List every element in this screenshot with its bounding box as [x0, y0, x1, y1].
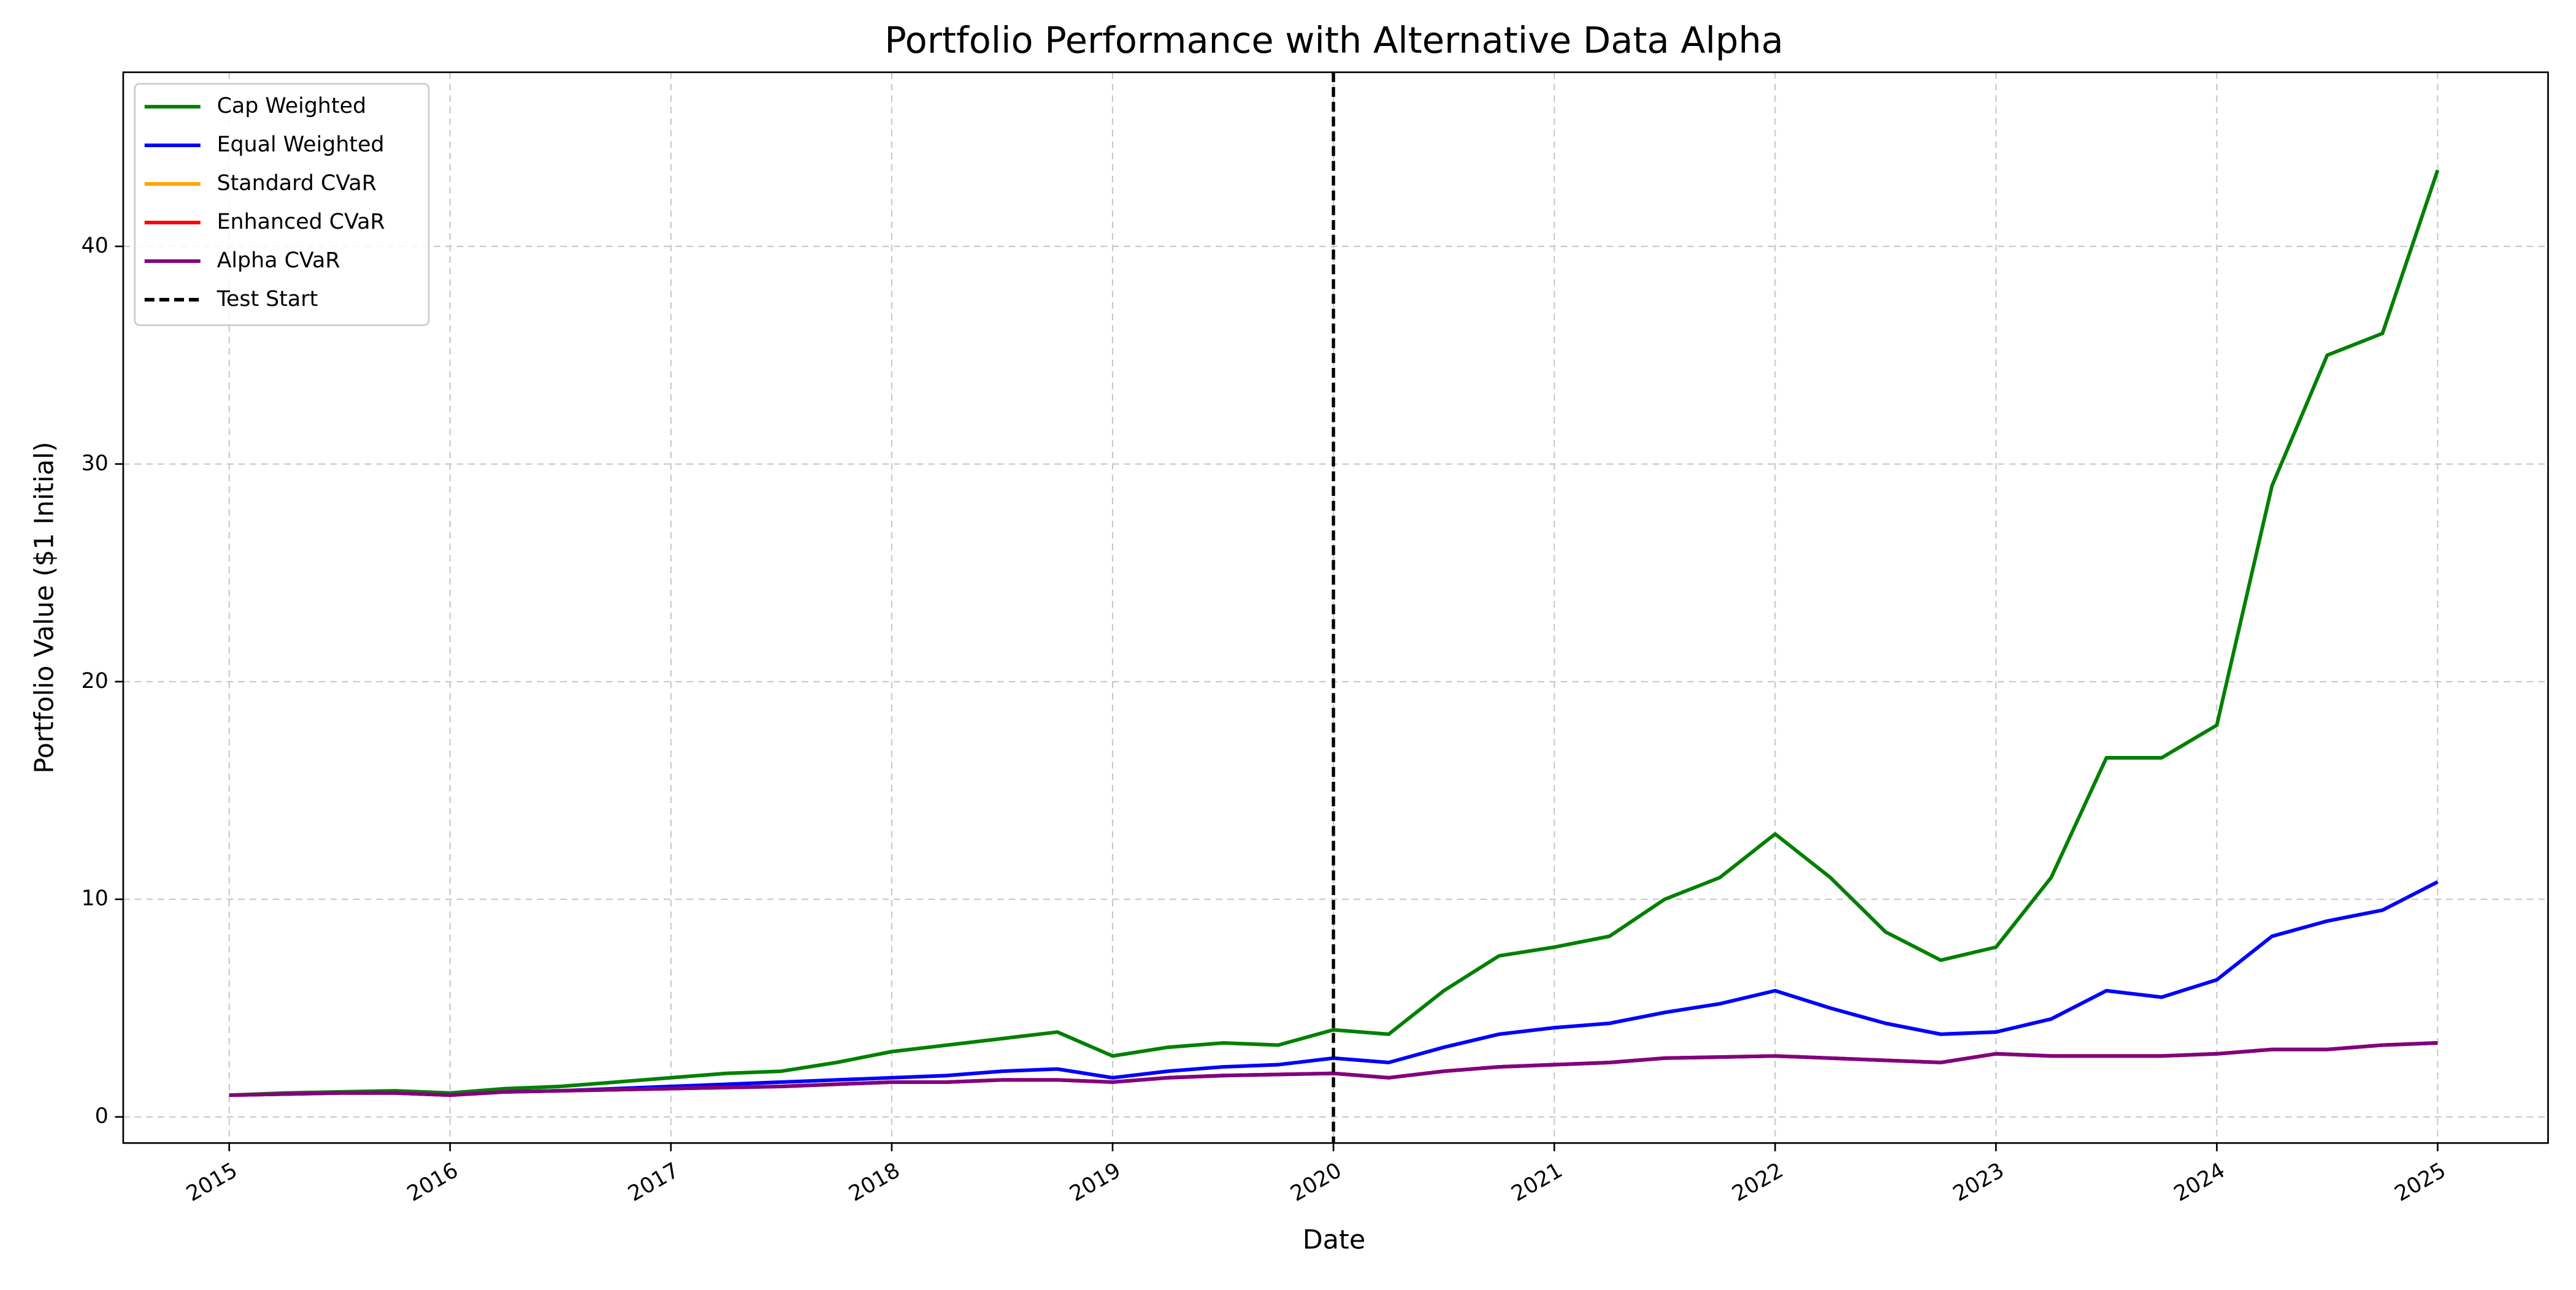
y-tick-label: 10	[81, 887, 108, 911]
y-tick-label: 30	[81, 451, 108, 476]
series-line	[229, 169, 2440, 1097]
chart-title: Portfolio Performance with Alternative D…	[884, 19, 1784, 61]
legend-label: Standard CVaR	[217, 171, 377, 196]
y-tick-label: 40	[81, 234, 108, 258]
y-axis-label: Portfolio Value ($1 Initial)	[29, 441, 60, 773]
legend-label: Equal Weighted	[217, 132, 385, 157]
legend-label: Test Start	[217, 287, 318, 311]
legend-label: Enhanced CVaR	[217, 210, 385, 234]
y-tick-label: 0	[95, 1104, 109, 1129]
legend-label: Cap Weighted	[217, 94, 367, 118]
y-tick-label: 20	[81, 669, 108, 693]
x-axis-label: Date	[1303, 1225, 1365, 1256]
series-line	[229, 1041, 2438, 1097]
legend-box	[134, 83, 430, 326]
plot-frame	[122, 71, 2549, 1144]
legend-label: Alpha CVaR	[217, 248, 340, 273]
